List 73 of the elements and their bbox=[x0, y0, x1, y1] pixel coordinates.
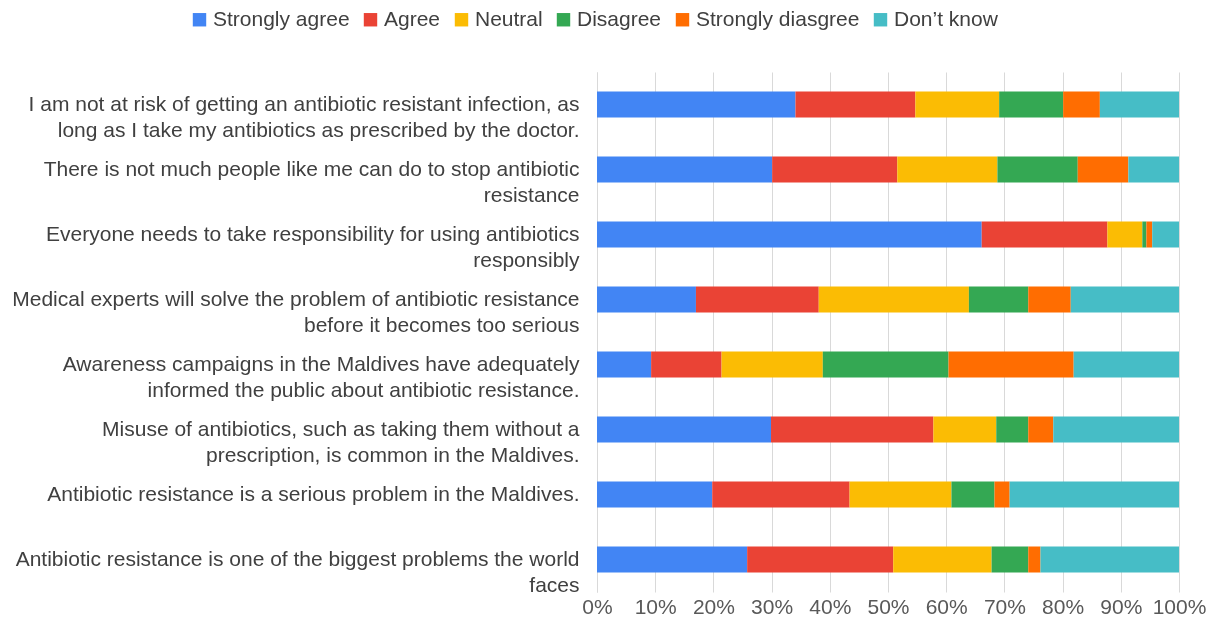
x-tick-label: 40% bbox=[809, 594, 852, 618]
y-tick-label: There is not much people like me can do to stop antibiotic resistance bbox=[43, 156, 580, 206]
bar bbox=[795, 91, 916, 118]
bar bbox=[1009, 481, 1179, 508]
legend-label: Don’t know bbox=[894, 6, 999, 30]
bar bbox=[1077, 156, 1129, 183]
x-tick-label: 90% bbox=[1100, 594, 1143, 618]
bar bbox=[695, 286, 819, 313]
bar bbox=[1142, 221, 1147, 248]
y-tick-label: Medical experts will solve the problem of antibiotic resistance before it becomes too serious bbox=[12, 286, 580, 336]
y-tick-label: Misuse of antibiotics, such as taking them without a prescription, is common in the Maldives. bbox=[102, 416, 580, 466]
y-tick-label: Antibiotic resistance is a serious problem in the Maldives. bbox=[47, 481, 580, 505]
bar bbox=[1099, 91, 1179, 118]
x-tick-label: 70% bbox=[983, 594, 1026, 618]
bar bbox=[651, 351, 722, 378]
y-tick-label: Everyone needs to take responsibility for using antibiotics responsibly bbox=[46, 221, 580, 271]
bar bbox=[721, 351, 823, 378]
bar bbox=[597, 221, 982, 248]
bar bbox=[597, 91, 796, 118]
bar bbox=[1152, 221, 1179, 248]
bar bbox=[1028, 416, 1054, 443]
bar bbox=[1073, 351, 1179, 378]
bar bbox=[597, 546, 748, 573]
bar bbox=[948, 351, 1074, 378]
bar bbox=[1040, 546, 1179, 573]
bar bbox=[747, 546, 894, 573]
y-tick-label: Antibiotic resistance is one of the biggest problems the world faces bbox=[15, 546, 580, 596]
bar bbox=[1128, 156, 1179, 183]
bar bbox=[968, 286, 1029, 313]
bar bbox=[893, 546, 992, 573]
bar bbox=[999, 91, 1064, 118]
bar bbox=[1146, 221, 1153, 248]
bar bbox=[997, 156, 1078, 183]
y-tick-label: Awareness campaigns in the Maldives have adequately informed the public about antibiotic resistance. bbox=[62, 351, 580, 401]
x-tick-label: 80% bbox=[1042, 594, 1085, 618]
legend-label: Neutral bbox=[475, 6, 543, 30]
bar bbox=[996, 416, 1029, 443]
y-tick-label: I am not at risk of getting an antibiotic resistant infection, as long as I take my antibiotics as prescribed by the doctor. bbox=[28, 91, 580, 141]
bar bbox=[712, 481, 850, 508]
bar bbox=[1070, 286, 1179, 313]
bar bbox=[991, 546, 1029, 573]
x-tick-label: 60% bbox=[925, 594, 968, 618]
bar bbox=[981, 221, 1108, 248]
bar bbox=[1028, 546, 1041, 573]
bar bbox=[849, 481, 952, 508]
bar bbox=[772, 156, 898, 183]
bar bbox=[915, 91, 1000, 118]
bar bbox=[597, 156, 773, 183]
bar bbox=[597, 416, 772, 443]
bar bbox=[994, 481, 1010, 508]
x-tick-label: 0% bbox=[582, 594, 613, 618]
bar bbox=[818, 286, 969, 313]
x-tick-label: 20% bbox=[692, 594, 735, 618]
bar bbox=[897, 156, 998, 183]
x-tick-label: 100% bbox=[1152, 594, 1207, 618]
bar bbox=[933, 416, 997, 443]
x-tick-label: 10% bbox=[634, 594, 677, 618]
bar bbox=[597, 351, 652, 378]
bar bbox=[1063, 91, 1100, 118]
bar bbox=[822, 351, 949, 378]
bar bbox=[1107, 221, 1143, 248]
legend-label: Agree bbox=[384, 6, 441, 30]
x-tick-label: 30% bbox=[751, 594, 794, 618]
bar bbox=[771, 416, 934, 443]
legend-label: Disagree bbox=[577, 6, 662, 30]
bar bbox=[1028, 286, 1071, 313]
legend-label: Strongly diasgree bbox=[696, 6, 860, 30]
bar bbox=[951, 481, 995, 508]
bar bbox=[597, 286, 696, 313]
bar bbox=[597, 481, 713, 508]
x-tick-label: 50% bbox=[867, 594, 910, 618]
bar bbox=[1053, 416, 1179, 443]
legend-label: Strongly agree bbox=[213, 6, 350, 30]
